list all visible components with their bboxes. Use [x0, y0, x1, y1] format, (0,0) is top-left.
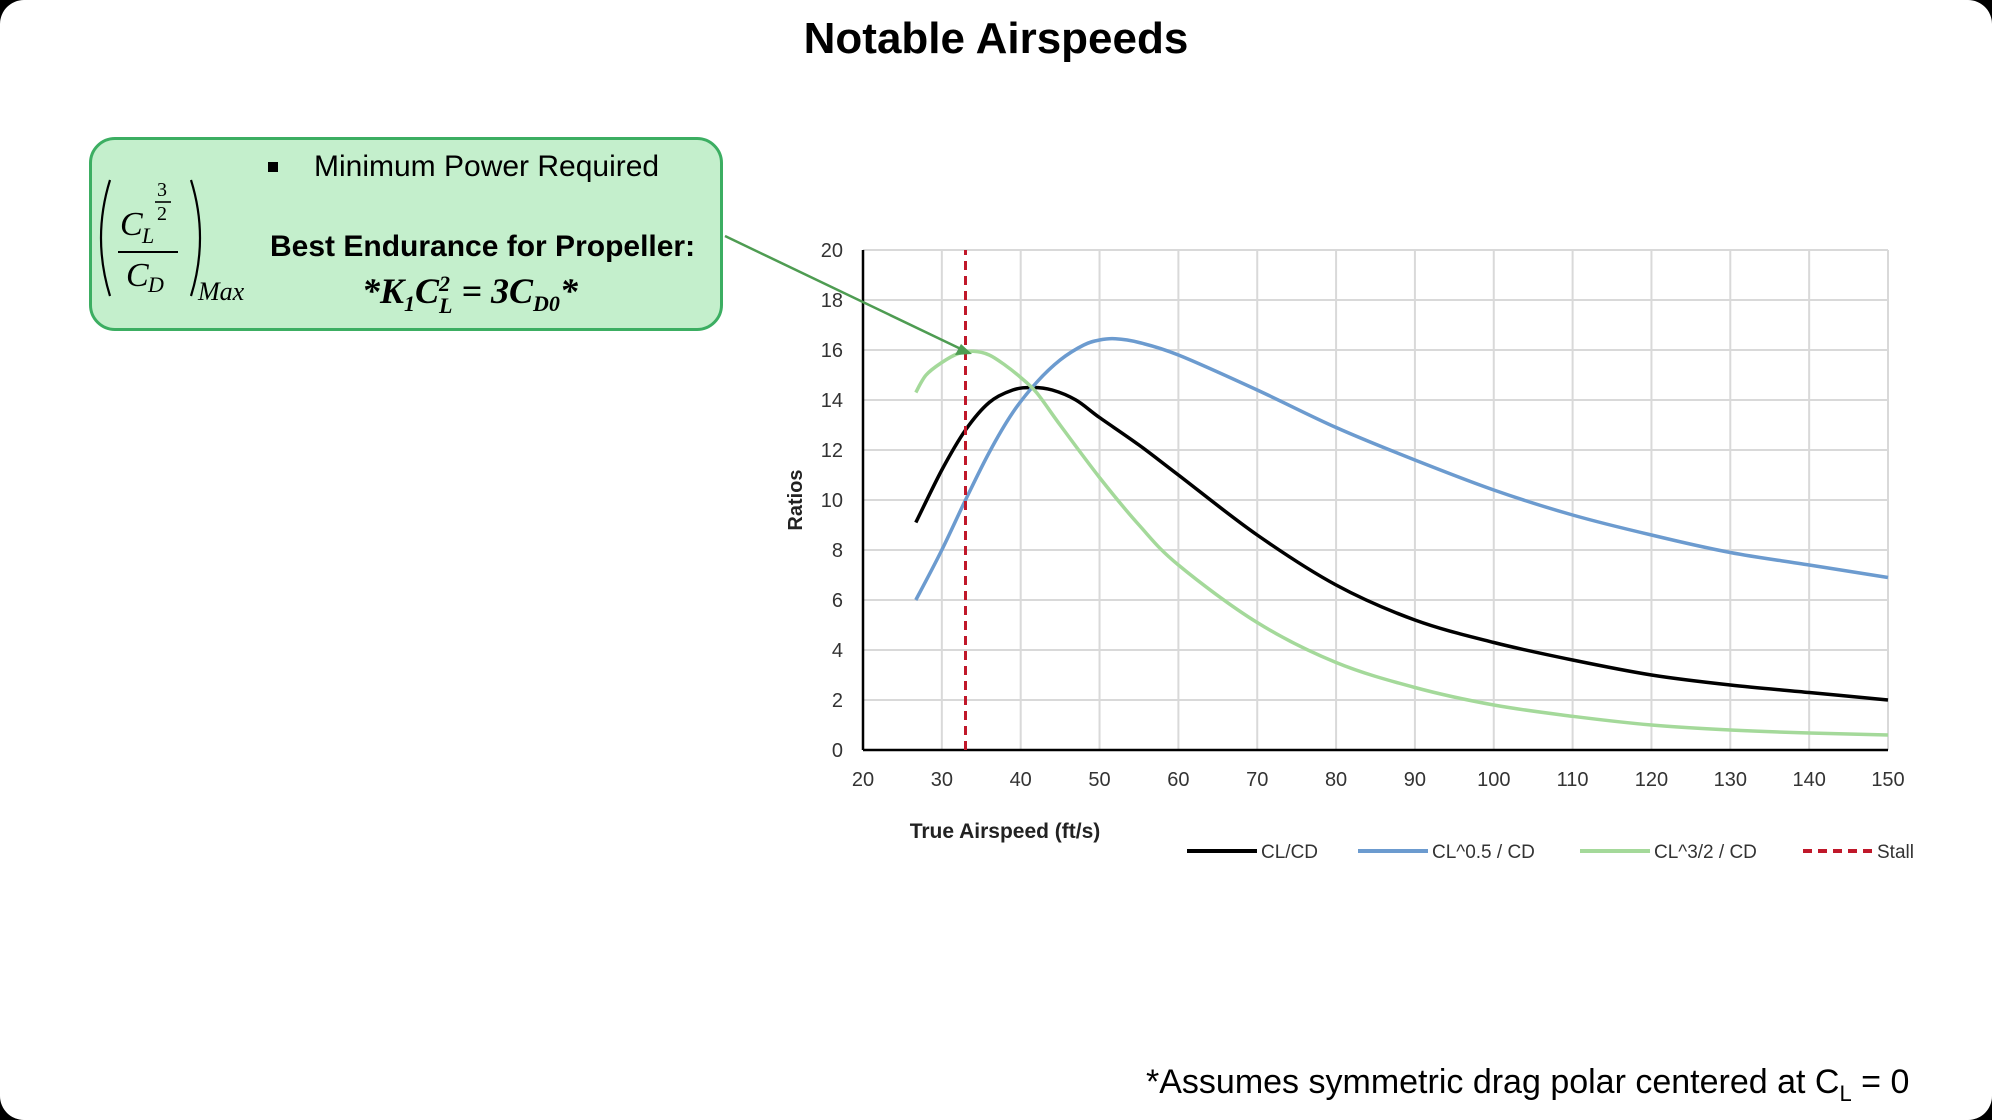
footnote-text: *Assumes symmetric drag polar centered a…	[1146, 1063, 1840, 1101]
x-tick-label: 100	[1477, 769, 1510, 791]
bullet-square-icon	[268, 162, 278, 172]
y-tick-label: 18	[821, 290, 843, 312]
x-tick-label: 130	[1714, 769, 1747, 791]
x-axis-label: True Airspeed (ft/s)	[910, 820, 1101, 843]
formula-cl32-cd-max: C L 3 2 C D Max	[99, 179, 245, 306]
y-tick-label: 4	[832, 640, 843, 662]
svg-text:3: 3	[157, 179, 167, 201]
legend-label: Stall	[1877, 842, 1914, 863]
callout-arrowhead-icon	[955, 344, 972, 355]
x-tick-label: 90	[1404, 769, 1426, 791]
x-tick-label: 20	[852, 769, 874, 791]
callout-bullet-text: Minimum Power Required	[314, 150, 660, 183]
x-tick-label: 120	[1635, 769, 1668, 791]
callout-box: C L 3 2 C D Max Minimum Power Required B…	[89, 137, 723, 331]
legend-label: CL^3/2 / CD	[1654, 842, 1757, 863]
svg-text:L: L	[141, 223, 154, 248]
x-tick-label: 30	[931, 769, 953, 791]
legend-label: CL/CD	[1261, 842, 1318, 863]
x-tick-label: 80	[1325, 769, 1347, 791]
y-tick-label: 20	[821, 240, 843, 262]
callout-equation: *K1C 2 L = 3CD0*	[362, 270, 578, 318]
series-line-cl-3-2-cd	[914, 349, 1889, 737]
svg-text:C: C	[120, 206, 143, 243]
y-tick-label: 6	[832, 590, 843, 612]
svg-text:2: 2	[157, 203, 167, 225]
callout-arrow-line	[724, 234, 964, 352]
callout-heading: Best Endurance for Propeller:	[270, 230, 696, 263]
y-tick-label: 0	[832, 740, 843, 762]
chart-tick-labels: 20 30 40 50 60 70 80 90 100 110 120 130 140 150 0 2 4 6 8 1…	[821, 240, 1905, 791]
page-title: Notable Airspeeds	[803, 14, 1189, 63]
x-tick-label: 40	[1010, 769, 1032, 791]
footnote-suffix: = 0	[1851, 1063, 1910, 1101]
y-tick-label: 14	[821, 390, 843, 412]
footnote: *Assumes symmetric drag polar centered a…	[1146, 1063, 1909, 1107]
chart-series	[914, 250, 1889, 750]
legend-label: CL^0.5 / CD	[1432, 842, 1535, 863]
series-line-cl-0-5-cd	[914, 336, 1889, 601]
y-tick-label: 10	[821, 490, 843, 512]
x-tick-label: 50	[1088, 769, 1110, 791]
y-tick-label: 2	[832, 690, 843, 712]
chart-axes	[861, 250, 1888, 752]
series-line-cl-cd	[914, 385, 1889, 702]
svg-text:D: D	[147, 272, 164, 297]
chart-grid	[863, 249, 1889, 750]
y-axis-label: Ratios	[785, 469, 807, 530]
y-tick-label: 8	[832, 540, 843, 562]
svg-text:Max: Max	[197, 277, 245, 306]
svg-text:C: C	[126, 257, 149, 294]
x-tick-label: 140	[1792, 769, 1825, 791]
x-tick-label: 110	[1557, 769, 1589, 791]
chart-legend: CL/CD CL^0.5 / CD CL^3/2 / CD Stall	[1187, 842, 1914, 863]
x-tick-label: 70	[1246, 769, 1268, 791]
y-tick-label: 12	[821, 440, 843, 462]
footnote-subscript: L	[1839, 1081, 1852, 1106]
x-tick-label: 60	[1167, 769, 1189, 791]
x-tick-label: 150	[1871, 769, 1904, 791]
y-tick-label: 16	[821, 340, 843, 362]
